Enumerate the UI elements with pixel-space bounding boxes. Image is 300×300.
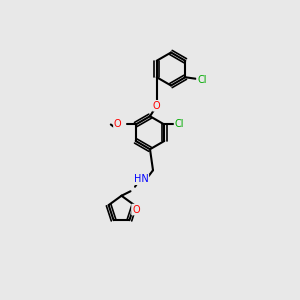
Text: O: O [132,205,140,214]
Text: HN: HN [134,174,148,184]
Text: O: O [153,101,160,111]
Text: O: O [114,119,122,130]
Text: Cl: Cl [175,119,184,130]
Text: Cl: Cl [197,75,206,85]
